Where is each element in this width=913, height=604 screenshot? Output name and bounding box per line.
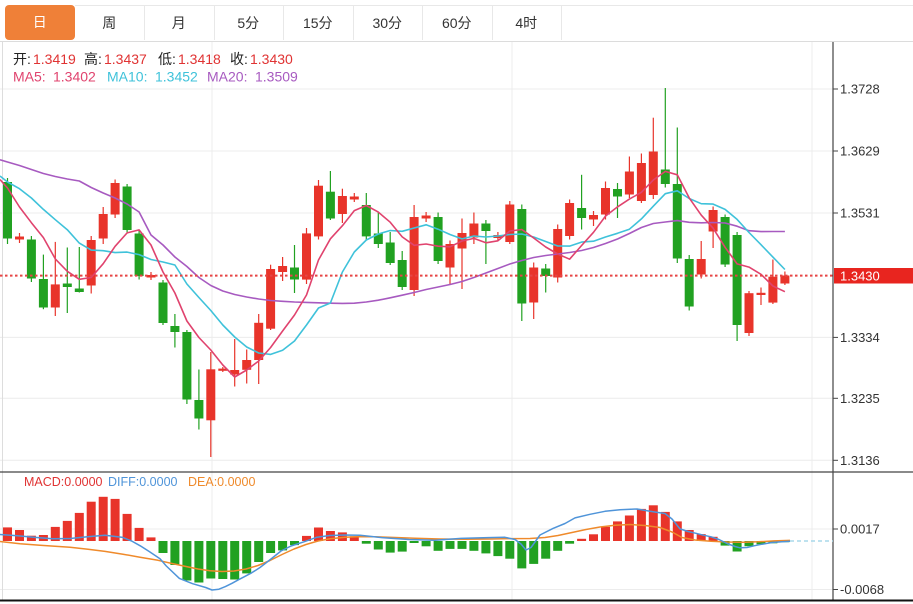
svg-text:1.3430: 1.3430 bbox=[840, 269, 880, 284]
svg-text:MA10:: MA10: bbox=[107, 69, 147, 85]
svg-text:1.3430: 1.3430 bbox=[250, 51, 293, 67]
svg-text:DIFF:0.0000: DIFF:0.0000 bbox=[108, 475, 178, 489]
svg-text:1.3437: 1.3437 bbox=[104, 51, 147, 67]
svg-text:1.3452: 1.3452 bbox=[155, 69, 198, 85]
svg-text:1.3334: 1.3334 bbox=[840, 330, 880, 345]
svg-text:1.3402: 1.3402 bbox=[53, 69, 96, 85]
svg-text:MA20:: MA20: bbox=[207, 69, 247, 85]
svg-text:1.3419: 1.3419 bbox=[33, 51, 76, 67]
svg-text:1.3728: 1.3728 bbox=[840, 82, 880, 97]
svg-text:高:: 高: bbox=[84, 51, 102, 67]
svg-text:低:: 低: bbox=[158, 51, 176, 67]
svg-text:DEA:0.0000: DEA:0.0000 bbox=[188, 475, 255, 489]
svg-text:收:: 收: bbox=[230, 51, 248, 67]
svg-text:1.3531: 1.3531 bbox=[840, 206, 880, 221]
svg-text:MA5:: MA5: bbox=[13, 69, 46, 85]
svg-text:开:: 开: bbox=[13, 51, 31, 67]
svg-text:1.3418: 1.3418 bbox=[178, 51, 221, 67]
svg-text:MACD:0.0000: MACD:0.0000 bbox=[24, 475, 103, 489]
svg-text:1.3235: 1.3235 bbox=[840, 391, 880, 406]
svg-text:0.0017: 0.0017 bbox=[840, 522, 880, 537]
svg-text:1.3136: 1.3136 bbox=[840, 453, 880, 468]
svg-text:1.3629: 1.3629 bbox=[840, 144, 880, 159]
svg-text:-0.0068: -0.0068 bbox=[840, 582, 884, 597]
svg-text:1.3509: 1.3509 bbox=[255, 69, 298, 85]
